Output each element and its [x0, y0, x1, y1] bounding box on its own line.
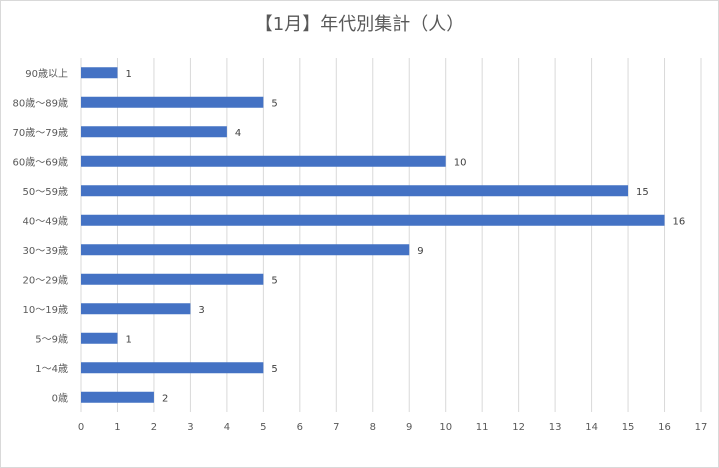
data-label-1: 5 — [271, 98, 277, 109]
bar-6 — [81, 244, 410, 256]
bar-11 — [81, 391, 154, 403]
bar-1 — [81, 96, 264, 108]
category-label-5: 40～49歳 — [23, 215, 68, 227]
x-tick-label-13: 13 — [549, 422, 562, 433]
data-label-5: 16 — [673, 216, 686, 227]
x-tick-label-8: 8 — [370, 422, 376, 433]
bar-8 — [81, 303, 191, 315]
x-tick-label-15: 15 — [622, 422, 635, 433]
bar-3 — [81, 155, 446, 167]
data-label-10: 5 — [271, 364, 277, 375]
category-label-0: 90歳以上 — [25, 68, 68, 80]
x-tick-label-7: 7 — [333, 422, 339, 433]
x-tick-label-3: 3 — [187, 422, 193, 433]
category-label-11: 0歳 — [52, 392, 68, 404]
data-label-9: 1 — [125, 334, 131, 345]
bar-0 — [81, 67, 118, 79]
category-label-10: 1～4歳 — [35, 363, 68, 375]
category-label-6: 30～39歳 — [23, 245, 68, 257]
x-tick-label-14: 14 — [585, 422, 598, 433]
x-tick-label-6: 6 — [297, 422, 303, 433]
x-tick-label-4: 4 — [224, 422, 230, 433]
x-tick-label-9: 9 — [406, 422, 412, 433]
x-tick-label-17: 17 — [695, 422, 708, 433]
bar-5 — [81, 214, 665, 226]
x-tick-label-10: 10 — [439, 422, 452, 433]
bar-2 — [81, 126, 227, 138]
data-label-7: 5 — [271, 275, 277, 286]
data-label-6: 9 — [417, 246, 423, 257]
category-label-8: 10～19歳 — [23, 304, 68, 316]
data-label-4: 15 — [636, 187, 649, 198]
x-tick-label-0: 0 — [78, 422, 84, 433]
category-label-9: 5～9歳 — [35, 333, 68, 345]
x-tick-label-11: 11 — [476, 422, 489, 433]
bar-10 — [81, 362, 264, 374]
data-label-0: 1 — [125, 69, 131, 80]
category-label-7: 20～29歳 — [23, 274, 68, 286]
x-tick-label-12: 12 — [512, 422, 525, 433]
bar-4 — [81, 185, 629, 197]
category-label-2: 70歳～79歳 — [13, 127, 68, 139]
data-label-3: 10 — [454, 157, 467, 168]
category-label-1: 80歳～89歳 — [13, 97, 68, 109]
x-tick-label-16: 16 — [658, 422, 671, 433]
x-tick-label-5: 5 — [260, 422, 266, 433]
data-label-11: 2 — [162, 393, 168, 404]
category-label-4: 50～59歳 — [23, 186, 68, 198]
bar-9 — [81, 332, 118, 344]
category-label-3: 60歳～69歳 — [13, 156, 68, 168]
bar-7 — [81, 273, 264, 285]
x-tick-label-2: 2 — [151, 422, 157, 433]
data-label-8: 3 — [198, 305, 204, 316]
chart-title: 【1月】年代別集計（人） — [254, 14, 465, 35]
x-tick-label-1: 1 — [114, 422, 120, 433]
data-label-2: 4 — [235, 128, 241, 139]
